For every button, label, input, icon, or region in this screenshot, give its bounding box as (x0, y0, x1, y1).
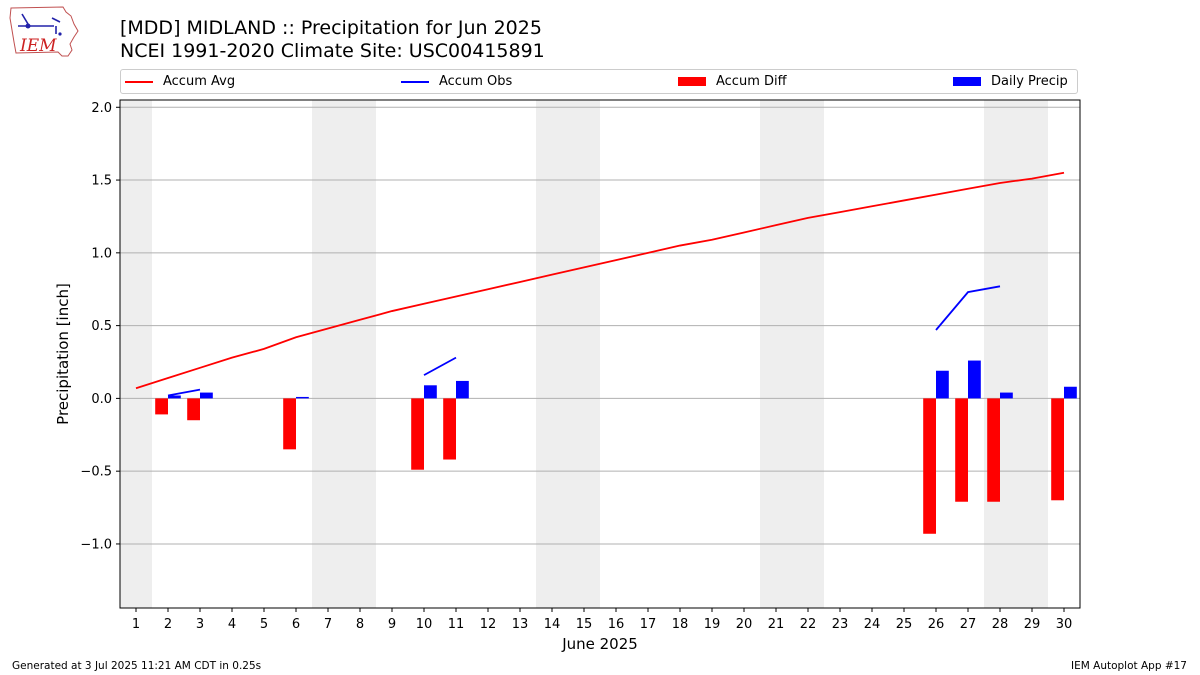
accum-diff-bar (1051, 398, 1064, 501)
x-tick-label: 12 (480, 617, 497, 632)
accum-obs-line (423, 356, 457, 376)
accum-diff-bar (411, 398, 424, 470)
plot-frame (119, 99, 1081, 609)
weather-symbols (18, 13, 61, 34)
x-tick-label: 13 (512, 617, 529, 632)
x-tick-label: 30 (1056, 617, 1073, 632)
x-tick-label: 6 (292, 617, 300, 632)
daily-precip-bar (168, 395, 181, 399)
x-tick-label: 24 (864, 617, 881, 632)
x-tick-label: 7 (324, 617, 332, 632)
x-tick-label: 3 (196, 617, 204, 632)
legend-swatch-line (401, 80, 429, 83)
x-tick-label: 26 (928, 617, 945, 632)
y-tick-label: 2.0 (91, 101, 112, 116)
x-tick-label: 15 (576, 617, 593, 632)
x-tick-label: 22 (800, 617, 817, 632)
accum-diff-bar (923, 398, 936, 534)
accum-obs-line (167, 388, 201, 397)
accum-diff-bar (987, 398, 1000, 502)
accum-obs-line (935, 285, 1001, 331)
daily-precip-bar (1000, 392, 1013, 399)
y-tick-label: 0.0 (91, 392, 112, 407)
accum-diff-bar (955, 398, 968, 502)
weekend-shade (344, 100, 376, 608)
weekend-shade (120, 100, 152, 608)
x-tick-label: 29 (1024, 617, 1041, 632)
generated-timestamp: Generated at 3 Jul 2025 11:21 AM CDT in … (12, 660, 262, 672)
accum-diff-bar (443, 398, 456, 460)
y-tick-label: −1.0 (80, 537, 112, 552)
legend-item-accum-avg: Accum Avg (125, 70, 235, 93)
x-tick-label: 25 (896, 617, 913, 632)
accum-avg-line (135, 171, 1065, 390)
legend-swatch-line (125, 80, 153, 83)
weekend-shade (536, 100, 568, 608)
legend-label: Accum Avg (163, 74, 236, 89)
y-tick-label: 1.5 (91, 174, 112, 189)
legend-item-daily-precip: Daily Precip (953, 70, 1068, 93)
legend-item-accum-obs: Accum Obs (401, 70, 512, 93)
x-tick-label: 28 (992, 617, 1009, 632)
x-tick-label: 11 (448, 617, 465, 632)
daily-precip-bar (1064, 386, 1077, 399)
x-tick-label: 18 (672, 617, 689, 632)
legend-swatch-patch (678, 77, 706, 86)
legend-label: Daily Precip (991, 74, 1068, 89)
accum-diff-bar (283, 398, 296, 450)
iem-logo: IEM (9, 6, 79, 57)
daily-precip-bar (456, 380, 469, 399)
x-tick-label: 19 (704, 617, 721, 632)
daily-precip-bar (968, 360, 981, 399)
daily-precip-bar (200, 392, 213, 399)
daily-precip-bar (936, 370, 949, 399)
weekend-shade (984, 100, 1016, 608)
weekend-shade (1016, 100, 1048, 608)
logo-text: IEM (19, 36, 57, 56)
x-tick-label: 27 (960, 617, 977, 632)
x-axis-label: June 2025 (561, 635, 638, 653)
x-tick-label: 20 (736, 617, 753, 632)
y-axis-label: Precipitation [inch] (54, 283, 72, 425)
weekend-shade (760, 100, 792, 608)
weekend-shade (568, 100, 600, 608)
weekend-shade (312, 100, 344, 608)
legend-item-accum-diff: Accum Diff (678, 70, 787, 93)
weekend-shade (792, 100, 824, 608)
x-tick-label: 14 (544, 617, 561, 632)
accum-diff-bar (187, 398, 200, 421)
daily-precip-bar (424, 385, 437, 399)
legend-swatch-patch (953, 77, 981, 86)
chart-title: [MDD] MIDLAND :: Precipitation for Jun 2… (120, 17, 542, 39)
y-tick-label: 0.5 (91, 319, 112, 334)
chart-legend: Accum Avg Accum Obs Accum Diff Daily Pre… (120, 69, 1078, 94)
iowa-outline (9, 6, 79, 57)
y-tick-label: −0.5 (80, 465, 112, 480)
x-tick-label: 16 (608, 617, 625, 632)
daily-precip-bar (296, 396, 309, 399)
legend-label: Accum Obs (439, 74, 513, 89)
x-tick-label: 4 (228, 617, 236, 632)
app-label: IEM Autoplot App #17 (1071, 660, 1187, 672)
y-tick-label: 1.0 (91, 246, 112, 261)
x-tick-label: 10 (416, 617, 433, 632)
x-tick-label: 5 (260, 617, 268, 632)
accum-diff-bar (155, 398, 168, 415)
x-tick-label: 23 (832, 617, 849, 632)
x-tick-label: 21 (768, 617, 785, 632)
x-tick-label: 8 (356, 617, 364, 632)
x-tick-label: 9 (388, 617, 396, 632)
x-tick-label: 17 (640, 617, 657, 632)
legend-label: Accum Diff (716, 74, 787, 89)
x-tick-label: 1 (132, 617, 140, 632)
x-tick-label: 2 (164, 617, 172, 632)
chart-subtitle: NCEI 1991-2020 Climate Site: USC00415891 (120, 40, 545, 62)
